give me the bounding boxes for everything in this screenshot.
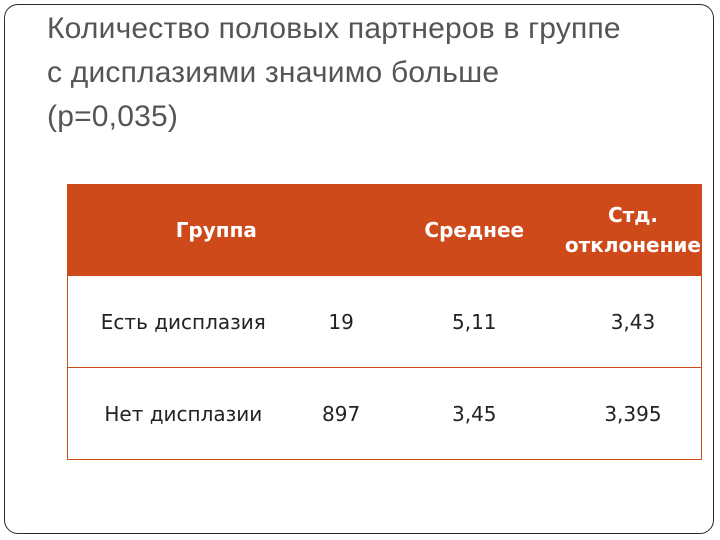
- cell-group: Нет дисплазии: [67, 367, 299, 460]
- header-mean: Среднее: [383, 184, 565, 276]
- results-table: Группа Среднее Стд. отклонение Есть дисп…: [67, 184, 702, 460]
- slide-title: Количество половых партнеров в группе с …: [47, 7, 697, 139]
- cell-count: 19: [298, 276, 384, 368]
- header-std: Стд. отклонение: [564, 184, 702, 276]
- header-std-line-1: Стд.: [607, 203, 658, 227]
- title-line-3: (р=0,035): [47, 100, 179, 133]
- header-group: Группа: [67, 184, 299, 276]
- slide-frame: Количество половых партнеров в группе с …: [4, 4, 714, 534]
- cell-mean: 5,11: [383, 276, 565, 368]
- cell-mean: 3,45: [383, 367, 565, 460]
- title-line-2: с дисплазиями значимо больше: [47, 56, 500, 89]
- cell-std: 3,43: [564, 276, 702, 368]
- cell-std: 3,395: [564, 367, 702, 460]
- header-std-line-2: отклонение: [564, 233, 701, 257]
- table-header-row: Группа Среднее Стд. отклонение: [67, 184, 702, 276]
- header-count: [298, 184, 384, 276]
- cell-count: 897: [298, 367, 384, 460]
- table-row: Нет дисплазии 897 3,45 3,395: [67, 367, 702, 460]
- cell-group: Есть дисплазия: [67, 276, 299, 368]
- table-row: Есть дисплазия 19 5,11 3,43: [67, 276, 702, 368]
- title-line-1: Количество половых партнеров в группе: [47, 12, 621, 45]
